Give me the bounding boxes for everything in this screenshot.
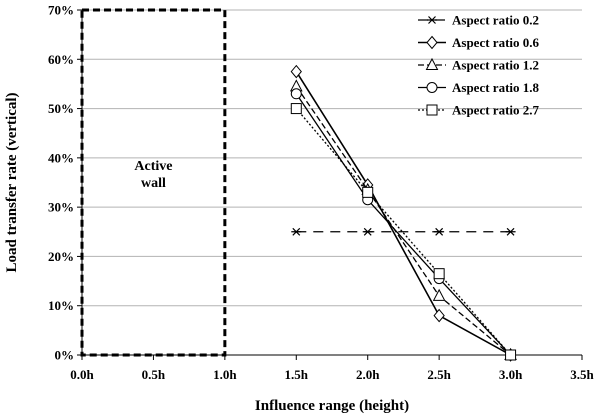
y-tick-label-0: 0% (55, 348, 75, 363)
series-0-point-1 (362, 227, 373, 236)
x-tick-label-1: 0.5h (142, 367, 166, 382)
series-0 (291, 227, 516, 236)
x-tick-labels: 0.0h 0.5h 1.0h 1.5h 2.0h 2.5h 3.0h 3.5h (70, 367, 594, 382)
y-tick-label-5: 50% (48, 101, 74, 116)
series-1-point-0 (290, 64, 302, 79)
legend-label-0: Aspect ratio 0.2 (452, 13, 539, 28)
legend-marker-1 (426, 35, 438, 50)
series-3-line (295, 93, 512, 356)
y-tick-label-7: 70% (48, 3, 74, 18)
x-tick-label-0: 0.0h (70, 367, 94, 382)
legend-marker-3 (426, 82, 438, 93)
series-3-point-0 (290, 88, 302, 100)
data-series (289, 64, 517, 362)
legend: Aspect ratio 0.2 Aspect ratio 0.6 Aspect r… (418, 13, 540, 118)
gridlines (82, 9, 582, 307)
legend-label-4: Aspect ratio 2.7 (452, 103, 540, 118)
legend-label-3: Aspect ratio 1.8 (452, 80, 540, 95)
legend-marker-0 (427, 16, 437, 24)
series-4-line (295, 108, 512, 356)
series-0-point-3 (505, 227, 516, 236)
x-tick-label-7: 3.5h (570, 367, 594, 382)
series-2-point-2 (432, 288, 446, 301)
series-4-point-0 (290, 103, 302, 115)
series-4-point-1 (362, 186, 374, 198)
series-1-line (295, 71, 511, 356)
x-tick-label-3: 1.5h (285, 367, 309, 382)
y-tick-label-6: 60% (48, 52, 74, 67)
legend-marker-4 (426, 104, 438, 116)
series-1-point-2 (433, 308, 445, 323)
x-axis-title: Influence range (height) (255, 398, 409, 414)
legend-marker-2 (425, 57, 439, 70)
y-tick-label-3: 30% (48, 200, 74, 215)
axes (77, 9, 583, 360)
series-4 (290, 103, 517, 361)
active-wall-label-line2: wall (141, 176, 166, 191)
y-tick-label-4: 40% (48, 150, 74, 165)
legend-label-1: Aspect ratio 0.6 (452, 35, 540, 50)
series-0-point-0 (291, 227, 302, 236)
x-tick-label-2: 1.0h (213, 367, 237, 382)
x-tick-label-6: 3.0h (499, 367, 523, 382)
series-0-point-2 (434, 227, 445, 236)
legend-label-2: Aspect ratio 1.2 (452, 58, 539, 73)
x-tick-label-5: 2.5h (427, 367, 451, 382)
y-tick-label-1: 10% (48, 298, 74, 313)
series-4-point-2 (433, 268, 445, 280)
x-tick-label-4: 2.0h (356, 367, 380, 382)
y-tick-labels: 0% 10% 20% 30% 40% 50% 60% 70% (48, 3, 74, 363)
active-wall-label-line1: Active (134, 159, 172, 174)
series-2-line (295, 86, 511, 356)
y-tick-label-2: 20% (48, 249, 74, 264)
series-4-point-3 (505, 349, 517, 361)
y-axis-title: Load transfer rate (vertical) (4, 92, 20, 272)
